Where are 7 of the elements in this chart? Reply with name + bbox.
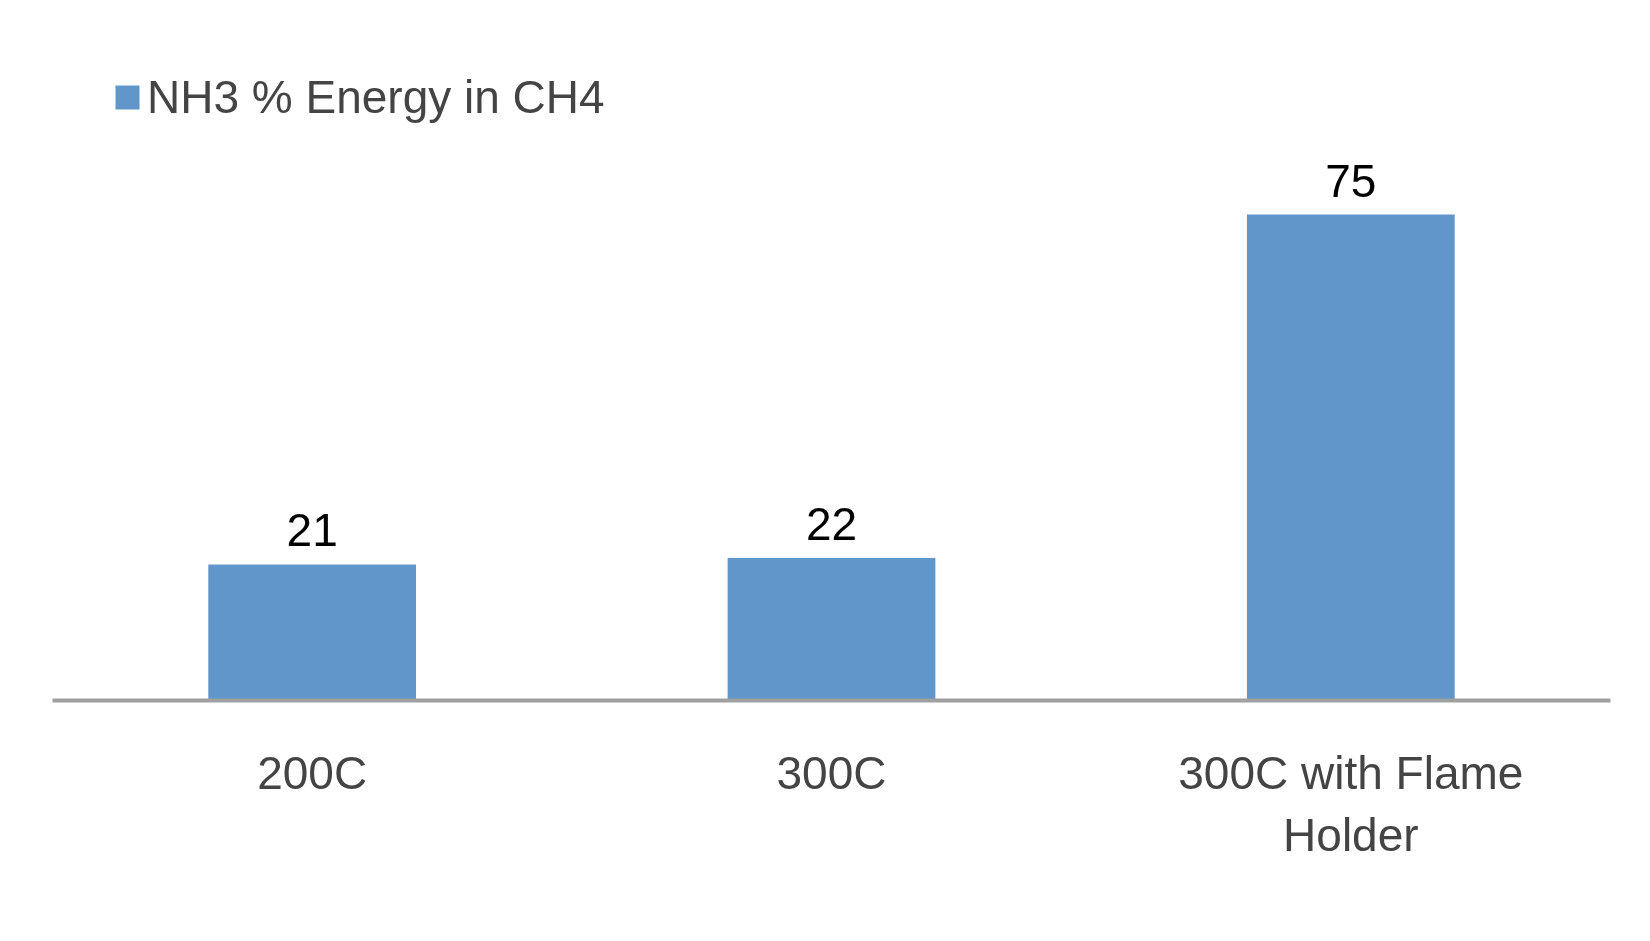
data-label: 75 <box>1325 154 1377 207</box>
x-tick-label: 200C <box>257 746 368 799</box>
legend-label: NH3 % Energy in CH4 <box>147 70 605 124</box>
x-tick-label: 300C with Flame Holder <box>1178 746 1524 861</box>
data-label: 21 <box>286 504 338 557</box>
x-tick-label: 300C <box>776 746 887 799</box>
data-label: 22 <box>805 497 858 550</box>
